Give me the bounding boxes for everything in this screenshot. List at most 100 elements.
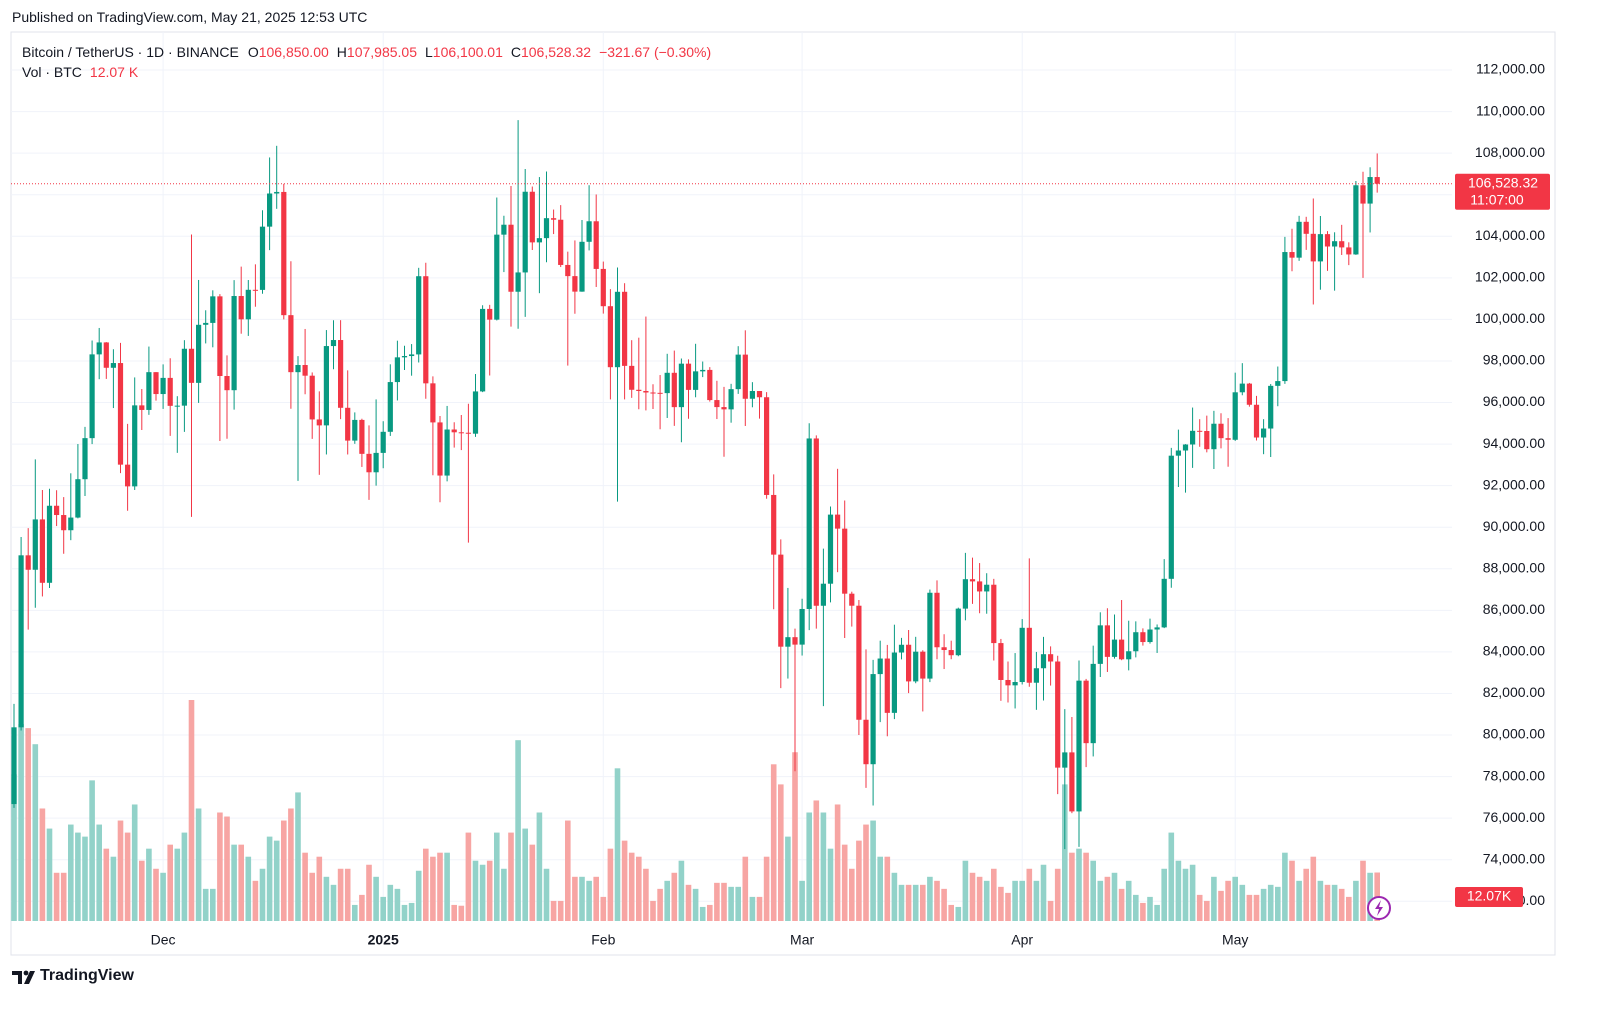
volume-bar: [1019, 880, 1025, 921]
candle-body: [132, 405, 138, 487]
volume-bar: [110, 856, 117, 921]
volume-bar: [288, 808, 294, 921]
volume-bar: [1204, 900, 1210, 921]
candle-body: [1019, 627, 1025, 683]
y-tick-label: 104,000.00: [1475, 227, 1545, 243]
candle-body: [1339, 241, 1345, 248]
volume-bar: [1225, 880, 1231, 921]
candle-body: [501, 224, 507, 235]
candle-body: [110, 363, 116, 368]
candle-body: [693, 371, 699, 390]
candle-body: [366, 453, 372, 473]
candle-body: [1182, 444, 1189, 451]
candle-body: [778, 554, 784, 647]
y-tick-label: 98,000.00: [1483, 352, 1545, 368]
countdown-label: 11:07:00: [1470, 191, 1524, 207]
candle-body: [515, 272, 521, 292]
candle-body: [1119, 639, 1125, 660]
volume-bar: [1154, 904, 1160, 921]
volume-bar: [1133, 894, 1139, 921]
volume-bar: [550, 900, 557, 921]
candle-body: [536, 238, 542, 243]
candle-body: [1253, 404, 1260, 438]
volume-bar: [1367, 872, 1373, 921]
volume-bar: [763, 856, 770, 921]
candle-body: [89, 354, 95, 439]
y-tick-label: 110,000.00: [1476, 102, 1545, 118]
candle-body: [82, 438, 88, 480]
volume-bar: [536, 812, 543, 921]
volume-bar: [621, 840, 628, 921]
legend: Bitcoin / TetherUS · 1D · BINANCE O106,85…: [22, 42, 711, 82]
candle-body: [1360, 185, 1366, 204]
candle-body: [799, 608, 805, 645]
candle-body: [1211, 423, 1217, 450]
candle-body: [231, 296, 237, 391]
volume-bar: [948, 904, 954, 921]
volume-bar: [1232, 876, 1238, 921]
published-note: Published on TradingView.com, May 21, 20…: [12, 9, 368, 25]
candle-body: [664, 372, 670, 394]
volume-bar: [146, 848, 152, 921]
volume-bar: [188, 700, 195, 921]
volume-bar: [1246, 894, 1253, 921]
volume-bar: [295, 792, 301, 921]
x-tick-label: May: [1222, 932, 1248, 948]
volume-bar: [451, 904, 457, 921]
candle-body: [309, 375, 315, 420]
candle-body: [39, 519, 45, 583]
volume-bar: [217, 812, 223, 921]
candle-body: [1289, 252, 1295, 258]
candle-body: [167, 377, 173, 406]
volume-bar: [770, 764, 777, 921]
volume-bar: [607, 848, 614, 921]
volume-bar: [508, 832, 514, 921]
volume-bar: [991, 868, 997, 921]
candle-body: [1040, 654, 1047, 669]
volume-bar: [1310, 856, 1317, 921]
ohlc-value: 106,528.32: [520, 44, 592, 60]
candle-body: [1111, 639, 1118, 657]
candle-body: [437, 422, 443, 476]
volume-bar: [1069, 852, 1075, 921]
y-tick-label: 78,000.00: [1483, 767, 1545, 783]
ohlc-key: O: [247, 44, 259, 60]
volume-bar: [39, 808, 46, 921]
ohlc-key: L: [424, 44, 433, 60]
volume-bar: [309, 872, 315, 921]
icon-bolt[interactable]: [1375, 900, 1383, 916]
ohlc-value: 107,985.05: [346, 44, 417, 60]
candle-body: [153, 372, 159, 395]
volume-bar: [920, 884, 926, 921]
volume-bar: [785, 836, 791, 921]
candle-body: [281, 191, 287, 316]
volume-bar: [756, 896, 763, 921]
volume-bar: [955, 906, 962, 921]
volume-bar: [1097, 880, 1104, 921]
candle-body: [927, 592, 933, 679]
volume-bar: [1054, 868, 1061, 921]
candle-body: [764, 397, 770, 495]
volume-bar: [415, 870, 422, 921]
lightning-icon[interactable]: [1367, 896, 1391, 920]
candle-body: [614, 291, 621, 368]
volume-bar: [1196, 894, 1203, 921]
volume-bar: [32, 744, 39, 921]
volume-bar: [46, 828, 53, 921]
volume-bar: [1289, 860, 1295, 921]
volume-bar: [181, 832, 188, 921]
ohlc-value: 106,100.01: [432, 44, 503, 60]
y-tick-label: 92,000.00: [1483, 476, 1545, 492]
x-tick-label: Dec: [151, 932, 176, 948]
volume-bar: [117, 820, 124, 921]
volume-bar: [728, 886, 734, 921]
volume-bar: [1090, 860, 1096, 921]
y-tick-label: 112,000.00: [1476, 61, 1545, 77]
volume-bar: [1338, 888, 1345, 921]
candle-body: [472, 391, 479, 434]
volume-bar: [103, 848, 110, 921]
y-tick-label: 88,000.00: [1483, 559, 1545, 575]
volume-bar: [1296, 880, 1302, 921]
ohlc-value: 106,850.00: [258, 44, 329, 60]
candle-body: [224, 376, 230, 391]
